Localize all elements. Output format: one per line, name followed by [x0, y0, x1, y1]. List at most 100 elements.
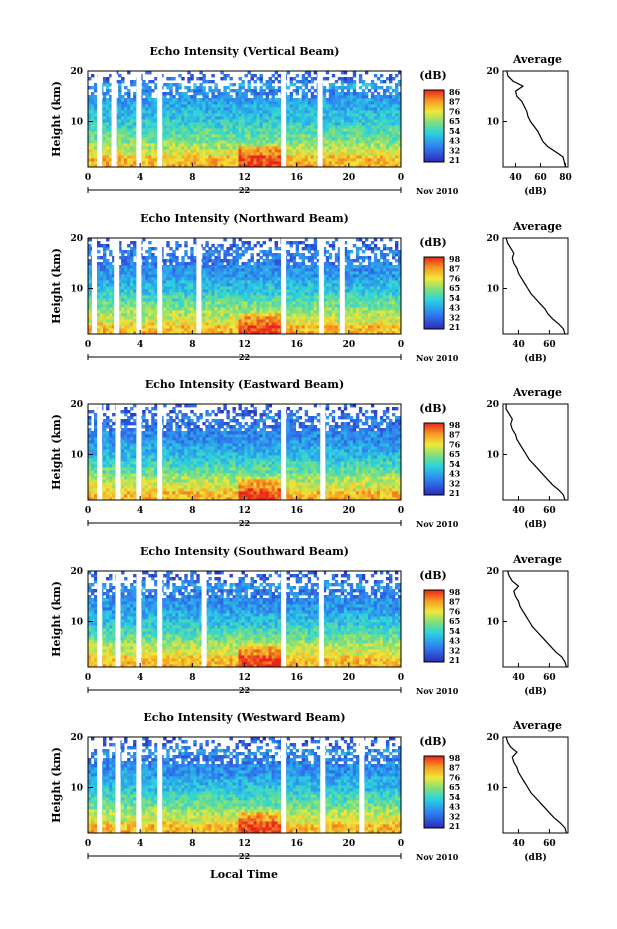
heatmap-cell — [346, 289, 351, 293]
heatmap-cell — [217, 313, 221, 317]
heatmap-cell — [100, 274, 104, 278]
heatmap-cell — [379, 161, 384, 165]
heatmap-cell — [184, 307, 188, 311]
heatmap-cell — [310, 104, 315, 108]
heatmap-cell — [265, 292, 269, 296]
heatmap-cell — [398, 128, 402, 132]
heatmap-cell — [190, 95, 194, 99]
heatmap-cell — [166, 92, 170, 96]
heatmap-cell — [256, 310, 260, 314]
heatmap-cell — [367, 104, 372, 108]
heatmap-cell — [367, 331, 372, 335]
heatmap-cell — [247, 101, 251, 105]
heatmap-cell — [106, 128, 110, 132]
heatmap-cell — [382, 301, 387, 305]
heatmap-cell — [217, 134, 221, 138]
heatmap-cell — [244, 277, 248, 281]
heatmap-cell — [133, 298, 137, 302]
heatmap-cell — [386, 110, 390, 114]
heatmap-cell — [235, 328, 239, 332]
heatmap-cell — [130, 137, 134, 141]
heatmap-cell — [247, 316, 251, 320]
heatmap-cell — [346, 110, 351, 114]
heatmap-cell — [244, 128, 248, 132]
heatmap-cell — [307, 74, 312, 78]
heatmap-cell — [376, 292, 381, 296]
heatmap-cell — [106, 98, 110, 102]
heatmap-cell — [103, 128, 107, 132]
heatmap-cell — [211, 113, 215, 117]
heatmap-cell — [88, 131, 92, 135]
heatmap-cell — [376, 98, 381, 102]
heatmap-cell — [307, 128, 312, 132]
heatmap-cell — [259, 113, 263, 117]
heatmap-cell — [148, 161, 152, 165]
heatmap-cell — [392, 98, 396, 102]
heatmap-cell — [250, 283, 254, 287]
heatmap-cell — [214, 155, 218, 159]
heatmap-cell — [163, 152, 167, 156]
heatmap-cell — [304, 161, 309, 165]
heatmap-cell — [241, 134, 245, 138]
date-label: 22 — [239, 185, 250, 195]
heatmap-cell — [247, 128, 251, 132]
heatmap-cell — [389, 304, 393, 308]
heatmap-cell — [389, 98, 393, 102]
heatmap-cell — [307, 292, 312, 296]
heatmap-cell — [205, 161, 209, 165]
heatmap-cell — [265, 146, 269, 150]
heatmap-cell — [334, 274, 339, 278]
heatmap-cell — [133, 292, 137, 296]
heatmap-cell — [223, 113, 227, 117]
heatmap-cell — [250, 98, 254, 102]
heatmap-cell — [250, 319, 254, 323]
heatmap-cell — [301, 164, 306, 168]
heatmap-cell — [226, 280, 230, 284]
heatmap-cell — [178, 298, 182, 302]
heatmap-cell — [118, 86, 122, 90]
heatmap-cell — [124, 140, 128, 144]
heatmap-cell — [130, 113, 134, 117]
heatmap-cell — [340, 104, 345, 108]
heatmap-cell — [217, 116, 221, 120]
heatmap-cell — [322, 119, 327, 123]
heatmap-cell — [175, 304, 179, 308]
heatmap-cell — [389, 134, 393, 138]
heatmap-cell — [148, 125, 152, 129]
heatmap-cell — [121, 313, 125, 317]
heatmap-cell — [148, 128, 152, 132]
heatmap-cell — [398, 149, 402, 153]
heatmap-cell — [367, 310, 372, 314]
heatmap-cell — [337, 319, 342, 323]
heatmap-cell — [262, 101, 266, 105]
heatmap-cell — [250, 89, 254, 93]
heatmap-cell — [376, 298, 381, 302]
heatmap-cell — [166, 328, 170, 332]
heatmap-cell — [172, 277, 176, 281]
heatmap-cell — [334, 292, 339, 296]
heatmap-cell — [133, 110, 137, 114]
heatmap-cell — [364, 325, 369, 329]
heatmap-cell — [124, 286, 128, 290]
heatmap-cell — [118, 140, 122, 144]
heatmap-cell — [199, 164, 203, 168]
average-y-tick-label: 20 — [486, 67, 499, 77]
heatmap-cell — [130, 110, 134, 114]
heatmap-cell — [325, 134, 330, 138]
heatmap-cell — [343, 122, 348, 126]
heatmap-cell — [304, 292, 309, 296]
heatmap-cell — [376, 158, 381, 162]
heatmap-cell — [112, 301, 116, 305]
heatmap-cell — [187, 146, 191, 150]
heatmap-cell — [238, 295, 242, 299]
heatmap-cell — [349, 137, 354, 141]
heatmap-cell — [256, 134, 260, 138]
heatmap-cell — [352, 101, 357, 105]
heatmap-cell — [214, 161, 218, 165]
heatmap-cell — [127, 310, 131, 314]
heatmap-cell — [109, 128, 113, 132]
heatmap-cell — [370, 277, 375, 281]
heatmap-cell — [223, 146, 227, 150]
heatmap-cell — [175, 322, 179, 326]
